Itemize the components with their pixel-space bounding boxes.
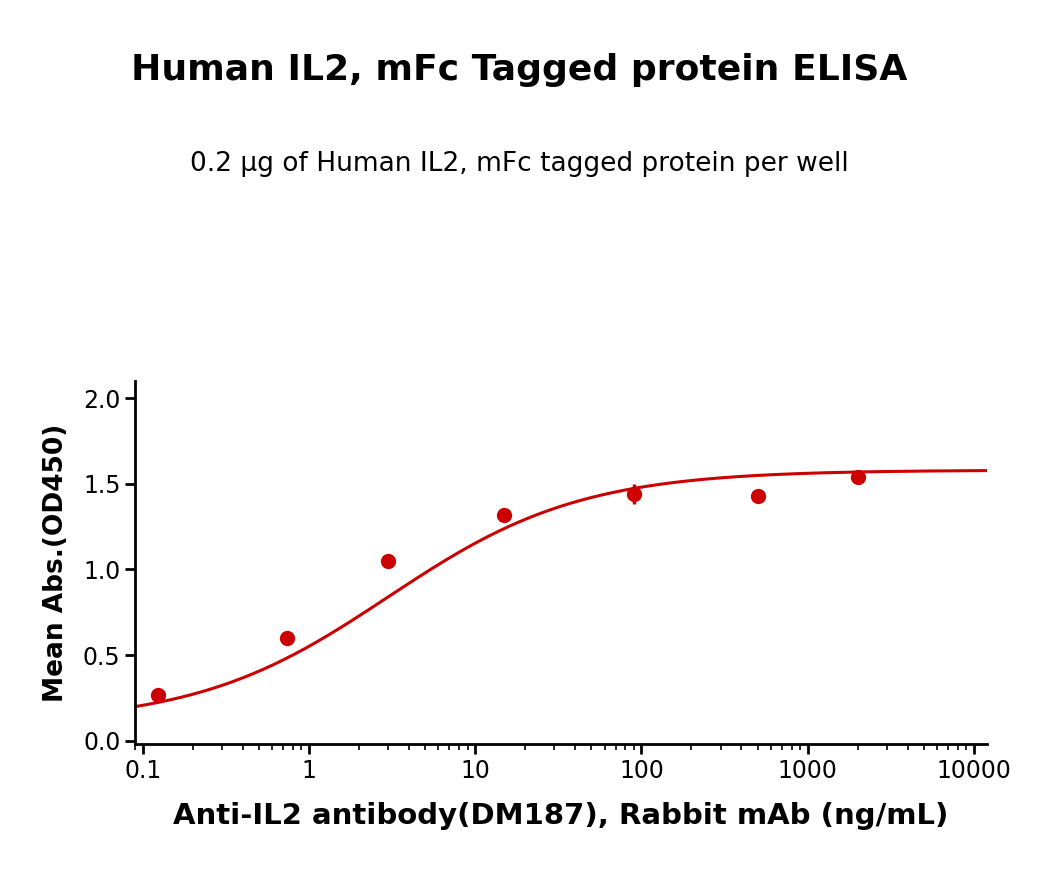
Text: 0.2 μg of Human IL2, mFc tagged protein per well: 0.2 μg of Human IL2, mFc tagged protein … (190, 151, 849, 176)
X-axis label: Anti-IL2 antibody(DM187), Rabbit mAb (ng/mL): Anti-IL2 antibody(DM187), Rabbit mAb (ng… (174, 802, 949, 830)
Text: Human IL2, mFc Tagged protein ELISA: Human IL2, mFc Tagged protein ELISA (131, 53, 908, 87)
Y-axis label: Mean Abs.(OD450): Mean Abs.(OD450) (43, 424, 69, 702)
